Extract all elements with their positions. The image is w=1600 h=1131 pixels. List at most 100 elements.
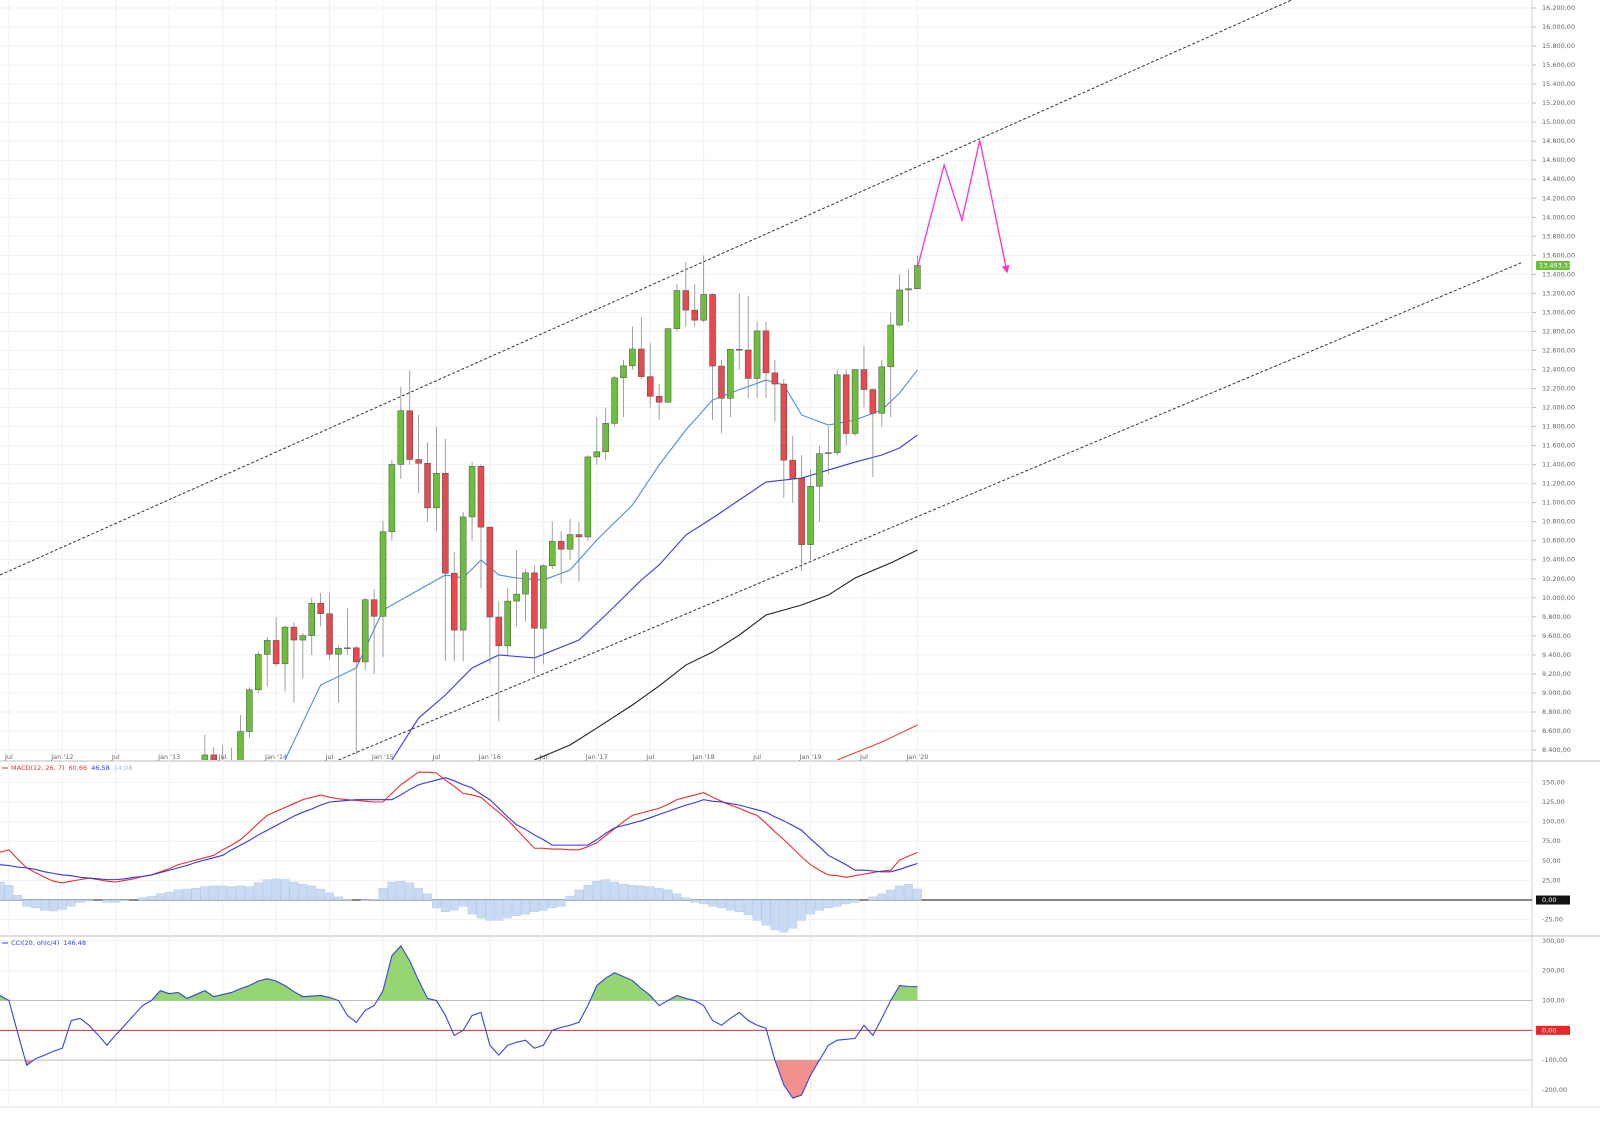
price-plot bbox=[0, 0, 1524, 760]
y-tick-label: 15.400,00 bbox=[1542, 80, 1575, 88]
histogram-bar bbox=[815, 899, 824, 911]
candle-body bbox=[869, 389, 877, 414]
moving-average bbox=[284, 369, 918, 760]
x-tick-label: Jul bbox=[859, 753, 868, 761]
x-tick-label: Jul bbox=[111, 753, 120, 761]
candle-body bbox=[727, 349, 734, 399]
histogram-bar bbox=[262, 879, 272, 901]
y-tick-label: 13.000,00 bbox=[1542, 308, 1575, 316]
y-tick-label: 13.400,00 bbox=[1542, 270, 1575, 278]
macd-plot bbox=[0, 771, 922, 933]
histogram-bar bbox=[387, 881, 397, 901]
histogram-bar bbox=[788, 899, 798, 929]
histogram-bar bbox=[485, 899, 495, 921]
histogram-bar bbox=[717, 899, 726, 909]
histogram-bar bbox=[467, 899, 477, 915]
x-tick-label: Jul bbox=[752, 753, 761, 761]
candle-body bbox=[682, 290, 690, 311]
y-tick-label: -200,00 bbox=[1542, 1086, 1567, 1094]
histogram-bar bbox=[725, 899, 735, 911]
histogram-bar bbox=[904, 884, 913, 901]
histogram-bar bbox=[743, 899, 753, 916]
candle-body bbox=[700, 294, 707, 321]
legend-value: 14,08 bbox=[114, 764, 133, 772]
candle-body bbox=[406, 410, 413, 460]
histogram-bar bbox=[147, 895, 156, 901]
histogram-bar bbox=[708, 899, 717, 907]
histogram-bar bbox=[832, 899, 842, 907]
histogram-bar bbox=[636, 885, 646, 901]
histogram-bar bbox=[280, 879, 290, 901]
candle-body bbox=[540, 565, 547, 629]
histogram-bar bbox=[449, 899, 459, 911]
candle-body bbox=[611, 377, 618, 424]
candle-body bbox=[842, 374, 850, 434]
histogram-bar bbox=[316, 888, 326, 901]
x-tick-label: Jan '12 bbox=[50, 753, 73, 761]
x-tick-label: Jan '20 bbox=[905, 753, 928, 761]
y-tick-label: 9.400,00 bbox=[1542, 651, 1571, 659]
candle-body bbox=[753, 330, 761, 379]
y-tick-label: 50,00 bbox=[1542, 857, 1561, 865]
y-tick-label: 16.200,00 bbox=[1542, 4, 1575, 12]
candle-body bbox=[290, 626, 298, 641]
candle-body bbox=[807, 485, 814, 545]
candle-body bbox=[370, 599, 378, 617]
histogram-bar bbox=[476, 899, 486, 919]
histogram-bar bbox=[913, 888, 922, 901]
candle-body bbox=[602, 423, 609, 453]
candle-body bbox=[451, 572, 458, 631]
candle-body bbox=[851, 369, 859, 434]
histogram-bar bbox=[22, 899, 32, 907]
x-tick-label: Jan '18 bbox=[692, 753, 715, 761]
candle-body bbox=[477, 466, 485, 528]
trendline bbox=[0, 0, 1292, 576]
histogram-bar bbox=[209, 885, 219, 901]
y-tick-label: 75,00 bbox=[1542, 837, 1561, 845]
legend-value: 46,58 bbox=[91, 764, 110, 772]
candle-body bbox=[299, 635, 307, 641]
candle-body bbox=[504, 600, 511, 647]
histogram-bar bbox=[244, 886, 254, 901]
candle-body bbox=[308, 602, 315, 636]
y-tick-label: 15.000,00 bbox=[1542, 118, 1575, 126]
zero-label-box bbox=[1536, 895, 1570, 905]
candle-body bbox=[566, 534, 574, 550]
y-tick-label: 14.000,00 bbox=[1542, 213, 1575, 221]
histogram-bar bbox=[645, 886, 655, 901]
legend-value: 60,66 bbox=[69, 764, 88, 772]
y-tick-label: 25,00 bbox=[1542, 876, 1561, 884]
candle-body bbox=[691, 309, 698, 321]
histogram-bar bbox=[31, 899, 41, 909]
candle-body bbox=[210, 754, 218, 760]
y-tick-label: 12.600,00 bbox=[1542, 346, 1575, 354]
histogram-bar bbox=[601, 879, 611, 901]
trendline bbox=[338, 261, 1524, 760]
candle-body bbox=[237, 731, 244, 760]
candle-body bbox=[655, 396, 663, 403]
histogram-bar bbox=[342, 899, 352, 901]
histogram-bar bbox=[298, 884, 308, 901]
moving-average bbox=[837, 724, 918, 760]
histogram-bar bbox=[797, 899, 807, 921]
y-tick-label: 10.200,00 bbox=[1542, 575, 1575, 583]
histogram-bar bbox=[49, 899, 58, 912]
histogram-bar bbox=[503, 899, 513, 919]
histogram-bar bbox=[592, 881, 602, 901]
histogram-bar bbox=[458, 899, 468, 907]
y-tick-label: 13.800,00 bbox=[1542, 232, 1575, 240]
y-tick-label: 9.800,00 bbox=[1542, 613, 1571, 621]
histogram-bar bbox=[752, 899, 762, 921]
candle-body bbox=[584, 456, 592, 538]
candle-body bbox=[522, 572, 529, 595]
histogram-bar bbox=[173, 889, 183, 901]
histogram-bar bbox=[218, 885, 228, 901]
cci-line bbox=[0, 945, 918, 1099]
candle-body bbox=[513, 593, 520, 602]
y-tick-label: 100,00 bbox=[1542, 818, 1565, 826]
histogram-bar bbox=[779, 899, 789, 933]
candle-body bbox=[896, 289, 903, 326]
y-tick-label: 0,00 bbox=[1542, 1026, 1556, 1034]
